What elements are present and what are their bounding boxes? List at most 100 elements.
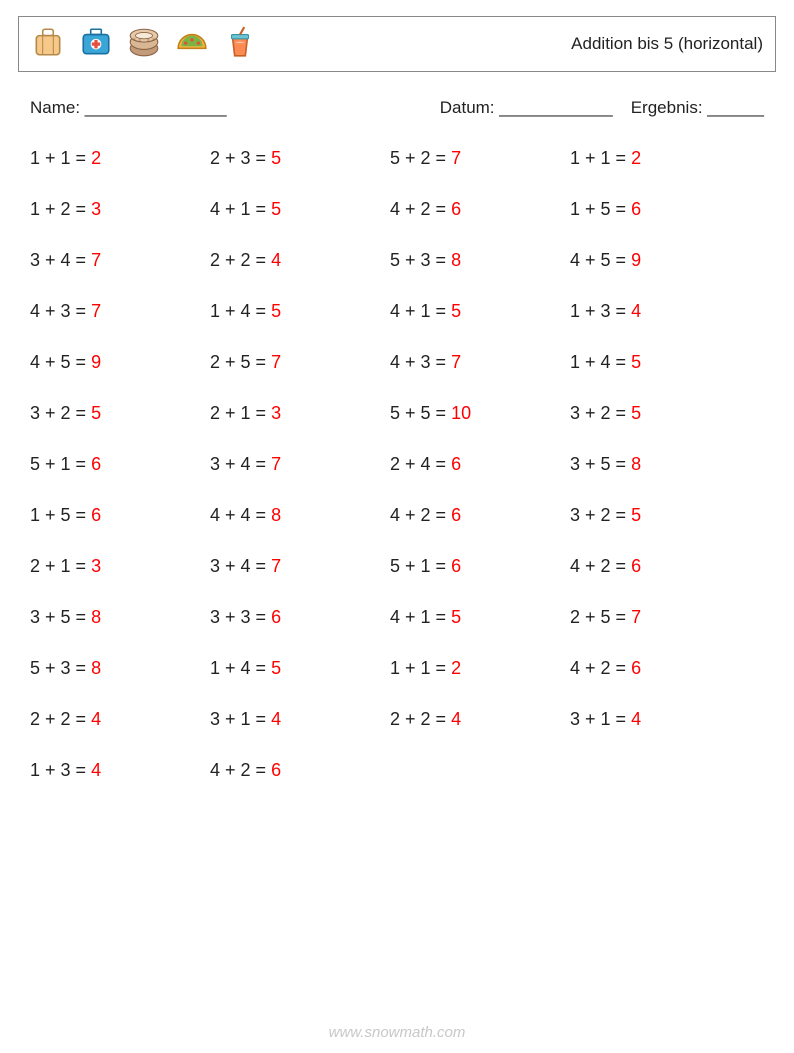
answer-text: 6 bbox=[91, 505, 101, 525]
problem-cell: 1 + 3 = 4 bbox=[30, 760, 210, 781]
problem-cell: 4 + 3 = 7 bbox=[30, 301, 210, 322]
answer-text: 7 bbox=[271, 352, 281, 372]
grid-row: 4 + 3 = 71 + 4 = 54 + 1 = 51 + 3 = 4 bbox=[30, 301, 764, 322]
answer-text: 6 bbox=[271, 607, 281, 627]
colosseum-icon bbox=[127, 25, 161, 64]
answer-text: 7 bbox=[271, 454, 281, 474]
answer-text: 10 bbox=[451, 403, 471, 423]
date-field: Datum: ____________ bbox=[440, 98, 613, 118]
answer-text: 3 bbox=[91, 199, 101, 219]
expression-text: 2 + 1 = bbox=[210, 403, 271, 423]
problem-cell: 4 + 2 = 6 bbox=[210, 760, 390, 781]
answer-text: 3 bbox=[91, 556, 101, 576]
problem-cell: 3 + 4 = 7 bbox=[30, 250, 210, 271]
expression-text: 3 + 4 = bbox=[30, 250, 91, 270]
expression-text: 3 + 1 = bbox=[210, 709, 271, 729]
problem-cell: 1 + 5 = 6 bbox=[30, 505, 210, 526]
answer-text: 4 bbox=[91, 709, 101, 729]
problem-cell: 3 + 5 = 8 bbox=[30, 607, 210, 628]
answer-text: 5 bbox=[271, 658, 281, 678]
problem-cell: 5 + 1 = 6 bbox=[30, 454, 210, 475]
expression-text: 2 + 2 = bbox=[210, 250, 271, 270]
problem-cell: 2 + 2 = 4 bbox=[390, 709, 570, 730]
expression-text: 2 + 4 = bbox=[390, 454, 451, 474]
problem-cell: 2 + 1 = 3 bbox=[210, 403, 390, 424]
answer-text: 8 bbox=[91, 607, 101, 627]
answer-text: 5 bbox=[91, 403, 101, 423]
expression-text: 3 + 2 = bbox=[30, 403, 91, 423]
expression-text: 5 + 1 = bbox=[30, 454, 91, 474]
problem-cell: 4 + 5 = 9 bbox=[570, 250, 750, 271]
answer-text: 6 bbox=[451, 199, 461, 219]
answer-text: 4 bbox=[271, 250, 281, 270]
grid-row: 1 + 3 = 44 + 2 = 6 bbox=[30, 760, 764, 781]
problem-cell: 3 + 2 = 5 bbox=[30, 403, 210, 424]
worksheet-page: Addition bis 5 (horizontal) Name: ______… bbox=[0, 0, 794, 1053]
expression-text: 2 + 3 = bbox=[210, 148, 271, 168]
expression-text: 4 + 5 = bbox=[30, 352, 91, 372]
answer-text: 4 bbox=[451, 709, 461, 729]
answer-text: 6 bbox=[631, 199, 641, 219]
problem-cell: 4 + 2 = 6 bbox=[570, 556, 750, 577]
answer-text: 7 bbox=[451, 148, 461, 168]
answer-text: 9 bbox=[631, 250, 641, 270]
answer-text: 2 bbox=[451, 658, 461, 678]
expression-text: 1 + 1 = bbox=[30, 148, 91, 168]
problem-cell: 3 + 2 = 5 bbox=[570, 403, 750, 424]
answer-text: 4 bbox=[631, 301, 641, 321]
answer-text: 4 bbox=[631, 709, 641, 729]
expression-text: 1 + 4 = bbox=[570, 352, 631, 372]
answer-text: 5 bbox=[451, 301, 461, 321]
problem-cell: 3 + 1 = 4 bbox=[570, 709, 750, 730]
problem-cell: 1 + 1 = 2 bbox=[30, 148, 210, 169]
answer-text: 4 bbox=[91, 760, 101, 780]
problem-cell: 4 + 3 = 7 bbox=[390, 352, 570, 373]
grid-row: 1 + 5 = 64 + 4 = 84 + 2 = 63 + 2 = 5 bbox=[30, 505, 764, 526]
problems-grid: 1 + 1 = 22 + 3 = 55 + 2 = 71 + 1 = 21 + … bbox=[18, 148, 776, 781]
grid-row: 5 + 3 = 81 + 4 = 51 + 1 = 24 + 2 = 6 bbox=[30, 658, 764, 679]
problem-cell: 4 + 5 = 9 bbox=[30, 352, 210, 373]
answer-text: 5 bbox=[451, 607, 461, 627]
fields-right: Datum: ____________ Ergebnis: ______ bbox=[440, 98, 764, 118]
problem-cell: 4 + 1 = 5 bbox=[390, 607, 570, 628]
answer-text: 7 bbox=[271, 556, 281, 576]
answer-text: 5 bbox=[631, 403, 641, 423]
grid-row: 5 + 1 = 63 + 4 = 72 + 4 = 63 + 5 = 8 bbox=[30, 454, 764, 475]
grid-row: 4 + 5 = 92 + 5 = 74 + 3 = 71 + 4 = 5 bbox=[30, 352, 764, 373]
expression-text: 5 + 1 = bbox=[390, 556, 451, 576]
fields-row: Name: _______________ Datum: ___________… bbox=[18, 98, 776, 118]
expression-text: 2 + 2 = bbox=[390, 709, 451, 729]
expression-text: 5 + 3 = bbox=[390, 250, 451, 270]
expression-text: 4 + 2 = bbox=[390, 505, 451, 525]
answer-text: 5 bbox=[631, 505, 641, 525]
problem-cell: 5 + 3 = 8 bbox=[390, 250, 570, 271]
answer-text: 7 bbox=[631, 607, 641, 627]
expression-text: 1 + 5 = bbox=[570, 199, 631, 219]
problem-cell: 4 + 2 = 6 bbox=[390, 199, 570, 220]
expression-text: 3 + 2 = bbox=[570, 505, 631, 525]
expression-text: 1 + 5 = bbox=[30, 505, 91, 525]
expression-text: 3 + 3 = bbox=[210, 607, 271, 627]
expression-text: 1 + 1 = bbox=[570, 148, 631, 168]
footer-text: www.snowmath.com bbox=[0, 1024, 794, 1041]
problem-cell: 2 + 5 = 7 bbox=[210, 352, 390, 373]
aid-kit-icon bbox=[79, 25, 113, 64]
expression-text: 4 + 3 = bbox=[30, 301, 91, 321]
problem-cell: 3 + 1 = 4 bbox=[210, 709, 390, 730]
problem-cell: 5 + 2 = 7 bbox=[390, 148, 570, 169]
problem-cell: 3 + 4 = 7 bbox=[210, 454, 390, 475]
answer-text: 7 bbox=[91, 301, 101, 321]
answer-text: 5 bbox=[631, 352, 641, 372]
expression-text: 2 + 1 = bbox=[30, 556, 91, 576]
expression-text: 4 + 2 = bbox=[210, 760, 271, 780]
answer-text: 2 bbox=[631, 148, 641, 168]
expression-text: 4 + 2 = bbox=[570, 556, 631, 576]
answer-text: 6 bbox=[631, 556, 641, 576]
expression-text: 5 + 5 = bbox=[390, 403, 451, 423]
problem-cell: 1 + 5 = 6 bbox=[570, 199, 750, 220]
answer-text: 7 bbox=[91, 250, 101, 270]
expression-text: 4 + 1 = bbox=[210, 199, 271, 219]
problem-cell: 1 + 2 = 3 bbox=[30, 199, 210, 220]
expression-text: 4 + 2 = bbox=[390, 199, 451, 219]
problem-cell: 4 + 1 = 5 bbox=[390, 301, 570, 322]
